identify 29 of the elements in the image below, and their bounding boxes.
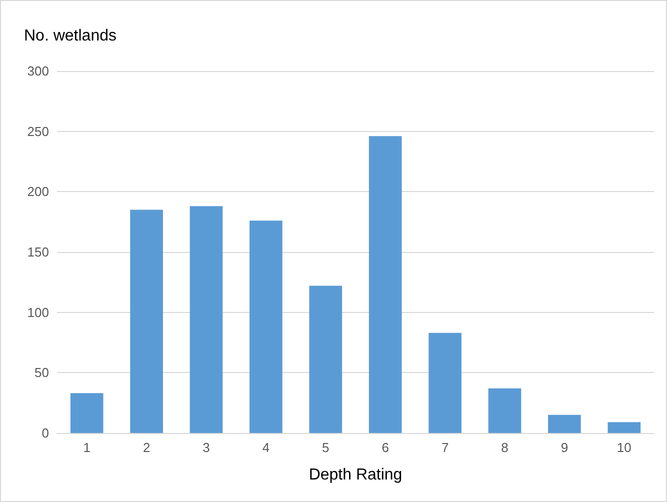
y-tick-label: 50 [34,365,49,380]
y-tick-label: 250 [27,124,49,139]
y-tick-label: 0 [42,426,49,440]
bar [190,206,223,433]
y-tick-label: 150 [27,244,49,260]
bar [488,388,522,433]
bar [368,136,402,433]
bar [250,220,282,433]
x-tick-label: 10 [616,440,632,455]
y-tick-label: 300 [27,64,49,78]
bar [130,210,163,433]
x-tick-label: 2 [142,440,150,455]
bar [548,414,581,433]
bar [608,422,641,433]
x-tick-label: 4 [262,440,270,455]
y-axis-title: No. wetlands [24,28,116,44]
x-tick-label: 1 [83,440,90,455]
bar [428,332,462,433]
x-tick-label: 3 [202,440,210,455]
bar [309,286,342,433]
x-tick-label: 5 [322,440,330,455]
x-tick-label: 7 [441,440,449,455]
y-tick-label: 100 [27,304,49,320]
bar [70,393,104,433]
x-axis-title: Depth Rating [308,466,402,484]
y-tick-label: 200 [27,184,49,200]
x-tick-label: 9 [560,440,568,455]
x-tick-label: 8 [501,440,508,455]
x-tick-label: 6 [382,440,389,455]
